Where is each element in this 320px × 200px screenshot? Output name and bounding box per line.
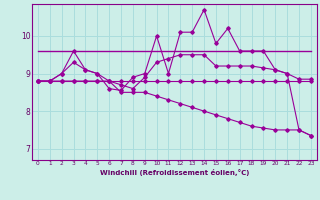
X-axis label: Windchill (Refroidissement éolien,°C): Windchill (Refroidissement éolien,°C) xyxy=(100,169,249,176)
